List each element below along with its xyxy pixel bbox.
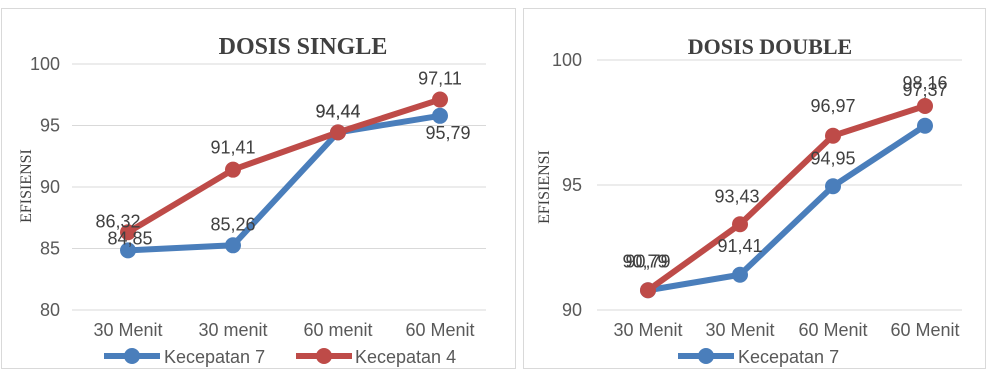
y-tick-label: 95 (40, 116, 60, 136)
data-point-series-2 (640, 282, 656, 299)
data-label: 91,41 (210, 138, 255, 158)
data-point-series-2 (120, 224, 136, 241)
data-point-series-2 (917, 98, 933, 114)
data-point-series-2 (432, 91, 448, 108)
data-label: 90,79 (625, 251, 670, 271)
chart-dosis-double: DOSIS DOUBLE EFISIENSI 90 95 100 30 Meni… (523, 8, 986, 369)
x-tick-label: 30 Menit (705, 320, 774, 340)
data-label: 95,79 (425, 123, 470, 143)
legend-label: Kecepatan 7 (738, 347, 839, 367)
data-label: 93,43 (714, 186, 759, 206)
x-tick-label: 60 Menit (405, 320, 474, 340)
legend: Kecepatan 7 (678, 347, 839, 367)
chart-title: DOSIS SINGLE (219, 34, 388, 60)
y-tick-label: 95 (562, 175, 582, 195)
series-line-1 (125, 112, 443, 254)
data-point-series-2 (825, 127, 841, 144)
y-tick-labels: 80 85 90 95 100 (30, 54, 60, 320)
data-label: 86,32 (95, 211, 140, 231)
data-point-series-2 (732, 216, 748, 233)
data-label: 84,85 (107, 228, 152, 248)
legend-label: Kecepatan 4 (355, 347, 456, 367)
data-point-series-1 (432, 107, 448, 124)
x-tick-labels: 30 Menit 30 Menit 60 Menit 60 Menit (613, 320, 959, 340)
legend-dot-marker (124, 348, 140, 364)
chart-dosis-single: DOSIS SINGLE EFISIENSI 80 85 90 95 100 3… (1, 8, 516, 369)
y-axis-title: EFISIENSI (18, 149, 35, 223)
data-label: 91,41 (717, 236, 762, 256)
data-label: 98,16 (902, 73, 947, 93)
x-tick-label: 60 menit (303, 320, 372, 340)
y-axis-title: EFISIENSI (536, 150, 553, 224)
legend-item-kecepatan-4: Kecepatan 4 (296, 347, 456, 367)
data-point-series-1 (917, 117, 933, 134)
data-label: 90,79 (622, 251, 667, 271)
data-labels-series-1: 84,85 85,26 94,44 95,79 (107, 101, 470, 248)
x-tick-label: 60 Menit (798, 320, 867, 340)
data-labels-series-2: 90,79 93,43 96,97 98,16 (622, 73, 947, 271)
data-point-series-1 (225, 237, 241, 254)
series-line-1 (645, 122, 928, 294)
y-tick-label: 100 (30, 54, 60, 74)
y-tick-label: 80 (40, 300, 60, 320)
data-point-series-1 (120, 242, 136, 259)
y-tick-label: 90 (562, 300, 582, 320)
legend-item-kecepatan-7: Kecepatan 7 (104, 347, 265, 367)
x-tick-label: 30 Menit (93, 320, 162, 340)
data-label: 94,95 (810, 148, 855, 168)
legend-item-kecepatan-7: Kecepatan 7 (678, 347, 839, 367)
chart-frame (523, 8, 986, 369)
x-tick-label: 30 Menit (613, 320, 682, 340)
series-line-2 (125, 96, 443, 236)
legend-dot-marker (316, 348, 332, 364)
data-label: 94,44 (315, 101, 360, 121)
data-label: 97,11 (418, 69, 462, 89)
legend: Kecepatan 7 Kecepatan 4 (104, 347, 456, 367)
data-point-series-2 (225, 161, 241, 178)
legend-label: Kecepatan 7 (164, 347, 265, 367)
y-tick-label: 100 (552, 50, 582, 70)
data-label: 96,97 (810, 96, 855, 116)
data-labels-series-2: 86,32 91,41 94,44 97,11 (95, 69, 461, 232)
y-tick-labels: 90 95 100 (552, 50, 582, 320)
legend-dot-marker (698, 348, 714, 364)
x-tick-label: 60 Menit (890, 320, 959, 340)
y-tick-label: 85 (40, 239, 60, 259)
data-point-series-1 (732, 266, 748, 283)
chart-frame (1, 8, 516, 369)
x-tick-labels: 30 Menit 30 menit 60 menit 60 Menit (93, 320, 474, 340)
data-label: 94,44 (315, 101, 360, 121)
plot-area (120, 91, 448, 259)
data-point-series-1 (825, 178, 841, 195)
series-line-2 (645, 103, 928, 294)
chart-title: DOSIS DOUBLE (688, 34, 852, 59)
y-tick-label: 90 (40, 177, 60, 197)
data-label: 97,37 (902, 80, 947, 100)
data-point-series-2 (330, 124, 346, 141)
x-tick-label: 30 menit (198, 320, 267, 340)
plot-area (640, 98, 933, 299)
data-labels-series-1: 90,79 91,41 94,95 97,37 (625, 80, 947, 272)
data-label: 85,26 (210, 214, 255, 234)
